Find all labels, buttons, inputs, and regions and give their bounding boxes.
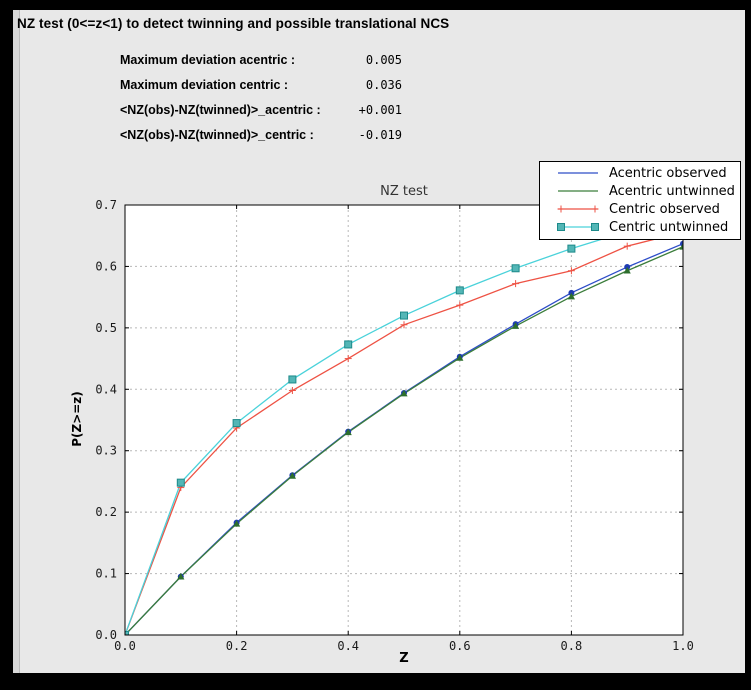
stat-value: +0.001 bbox=[358, 103, 402, 117]
legend-item: Centric observed bbox=[540, 200, 740, 218]
y-axis-label: P(Z>=z) bbox=[70, 391, 84, 447]
svg-text:1.0: 1.0 bbox=[672, 639, 694, 653]
stat-row: Maximum deviation centric : 0.036 bbox=[120, 78, 402, 96]
legend-label: Acentric observed bbox=[609, 165, 727, 181]
svg-text:0.7: 0.7 bbox=[95, 198, 117, 212]
stat-value: 0.036 bbox=[365, 78, 402, 92]
stat-row: <NZ(obs)-NZ(twinned)>_centric : -0.019 bbox=[120, 128, 402, 146]
svg-text:0.8: 0.8 bbox=[561, 639, 583, 653]
legend-label: Acentric untwinned bbox=[609, 183, 735, 199]
svg-text:0.5: 0.5 bbox=[95, 321, 117, 335]
svg-text:0.0: 0.0 bbox=[95, 628, 117, 642]
legend-label: Centric observed bbox=[609, 201, 720, 217]
svg-text:0.2: 0.2 bbox=[95, 505, 117, 519]
stat-row: Maximum deviation acentric : 0.005 bbox=[120, 53, 402, 71]
stat-label: <NZ(obs)-NZ(twinned)>_acentric : bbox=[120, 103, 321, 117]
stat-label: Maximum deviation acentric : bbox=[120, 53, 296, 67]
svg-text:0.2: 0.2 bbox=[226, 639, 248, 653]
legend-item: Centric untwinned bbox=[540, 218, 740, 236]
legend-line-sample bbox=[558, 172, 598, 174]
stat-label: <NZ(obs)-NZ(twinned)>_centric : bbox=[120, 128, 314, 142]
svg-text:0.6: 0.6 bbox=[449, 639, 471, 653]
legend-item: Acentric observed bbox=[540, 164, 740, 182]
legend-line-sample bbox=[557, 223, 599, 231]
svg-text:0.6: 0.6 bbox=[95, 259, 117, 273]
legend-line-sample bbox=[558, 190, 598, 192]
chart-legend: Acentric observed Acentric untwinned Cen… bbox=[539, 161, 741, 240]
legend-label: Centric untwinned bbox=[609, 219, 729, 235]
page-title: NZ test (0<=z<1) to detect twinning and … bbox=[17, 16, 450, 31]
x-axis-label: Z bbox=[399, 651, 409, 666]
stat-value: 0.005 bbox=[365, 53, 402, 67]
svg-text:0.4: 0.4 bbox=[337, 639, 359, 653]
stat-label: Maximum deviation centric : bbox=[120, 78, 289, 92]
svg-text:0.3: 0.3 bbox=[95, 444, 117, 458]
stat-row: <NZ(obs)-NZ(twinned)>_acentric : +0.001 bbox=[120, 103, 402, 121]
stat-value: -0.019 bbox=[358, 128, 402, 142]
chart-title: NZ test bbox=[380, 184, 428, 199]
svg-text:0.4: 0.4 bbox=[95, 382, 117, 396]
svg-text:0.0: 0.0 bbox=[114, 639, 136, 653]
panel-left-edge bbox=[13, 10, 20, 673]
legend-item: Acentric untwinned bbox=[540, 182, 740, 200]
svg-text:0.1: 0.1 bbox=[95, 567, 117, 581]
legend-line-sample bbox=[557, 205, 599, 213]
